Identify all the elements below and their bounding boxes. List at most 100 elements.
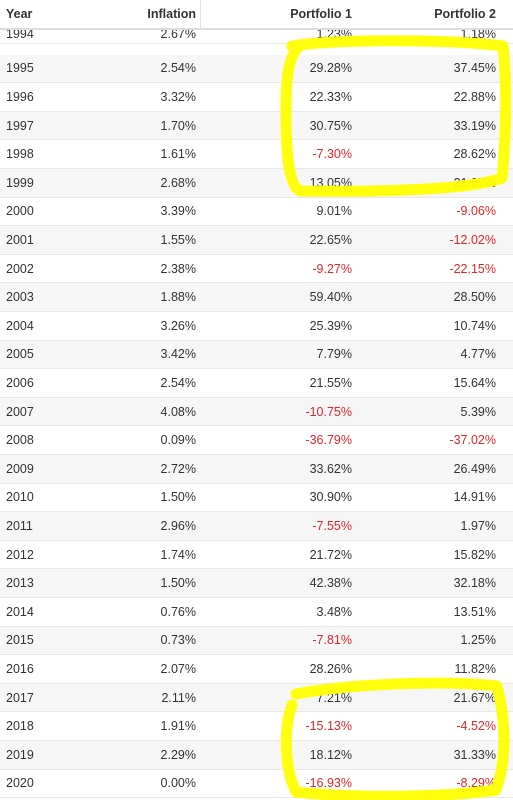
column-header-portfolio-2[interactable]: Portfolio 2 bbox=[434, 7, 496, 21]
inflation-cell: 1.74% bbox=[160, 547, 196, 562]
inflation-cell: 2.96% bbox=[160, 518, 196, 533]
inflation-cell: 2.67% bbox=[160, 26, 196, 41]
portfolio-1-cell: 33.62% bbox=[309, 461, 352, 476]
year-cell: 2016 bbox=[6, 661, 34, 676]
table-row: 1996 3.32% 22.33% 22.88% bbox=[0, 83, 513, 112]
portfolio-1-cell: 7.79% bbox=[316, 347, 352, 362]
year-cell: 2011 bbox=[6, 518, 33, 533]
table-row: 2012 1.74% 21.72% 15.82% bbox=[0, 541, 513, 570]
portfolio-1-cell: 28.26% bbox=[309, 661, 352, 676]
portfolio-2-cell: 26.49% bbox=[453, 461, 496, 476]
inflation-cell: 0.76% bbox=[160, 604, 196, 619]
year-cell: 2010 bbox=[6, 490, 34, 505]
inflation-cell: 1.50% bbox=[160, 576, 196, 591]
portfolio-2-cell: -4.52% bbox=[456, 719, 496, 734]
inflation-cell: 2.29% bbox=[160, 747, 196, 762]
year-cell: 2000 bbox=[6, 204, 34, 219]
portfolio-1-cell: -10.75% bbox=[305, 404, 352, 419]
portfolio-1-cell: 18.12% bbox=[309, 747, 352, 762]
portfolio-2-cell: 22.88% bbox=[453, 89, 496, 104]
portfolio-2-cell: 4.77% bbox=[460, 347, 496, 362]
table-row: 2010 1.50% 30.90% 14.91% bbox=[0, 484, 513, 513]
year-cell: 2013 bbox=[6, 576, 34, 591]
portfolio-1-cell: 30.75% bbox=[309, 118, 352, 133]
portfolio-2-cell: -22.15% bbox=[449, 261, 496, 276]
table-row: 2019 2.29% 18.12% 31.33% bbox=[0, 741, 513, 770]
inflation-cell: 3.39% bbox=[160, 204, 196, 219]
portfolio-2-cell: 32.18% bbox=[453, 576, 496, 591]
year-cell: 1994 bbox=[6, 26, 34, 41]
inflation-cell: 2.54% bbox=[160, 375, 196, 390]
inflation-cell: 1.91% bbox=[160, 719, 196, 734]
inflation-cell: 0.09% bbox=[160, 433, 196, 448]
portfolio-1-cell: 9.01% bbox=[316, 204, 352, 219]
table-row: 2015 0.73% -7.81% 1.25% bbox=[0, 626, 513, 656]
portfolio-1-cell: 22.33% bbox=[309, 89, 352, 104]
portfolio-1-cell: -16.93% bbox=[305, 776, 352, 791]
year-cell: 2001 bbox=[6, 232, 34, 247]
table-row: 2002 2.38% -9.27% -22.15% bbox=[0, 255, 513, 284]
inflation-cell: 0.00% bbox=[160, 776, 196, 791]
inflation-cell: 2.11% bbox=[161, 690, 196, 705]
portfolio-2-cell: -12.02% bbox=[449, 232, 496, 247]
table-row: 1995 2.54% 29.28% 37.45% bbox=[0, 54, 513, 84]
column-header-inflation[interactable]: Inflation bbox=[147, 7, 196, 21]
year-cell: 2003 bbox=[6, 290, 34, 305]
portfolio-1-cell: 7.21% bbox=[316, 690, 352, 705]
year-cell: 1995 bbox=[6, 61, 34, 76]
year-cell: 2004 bbox=[6, 318, 34, 333]
portfolio-2-cell: 10.74% bbox=[453, 318, 496, 333]
portfolio-1-cell: 13.05% bbox=[309, 175, 352, 190]
table-row: 2000 3.39% 9.01% -9.06% bbox=[0, 198, 513, 227]
portfolio-1-cell: 59.40% bbox=[309, 290, 352, 305]
portfolio-1-cell: 29.28% bbox=[309, 61, 352, 76]
inflation-cell: 2.38% bbox=[160, 261, 196, 276]
table-row: 2008 0.09% -36.79% -37.02% bbox=[0, 426, 513, 455]
portfolio-1-cell: -9.27% bbox=[312, 261, 352, 276]
inflation-cell: 1.70% bbox=[160, 118, 196, 133]
inflation-cell: 3.42% bbox=[160, 347, 196, 362]
portfolio-1-cell: 21.72% bbox=[309, 547, 352, 562]
portfolio-1-cell: -7.30% bbox=[312, 147, 352, 162]
year-cell: 2020 bbox=[6, 776, 34, 791]
year-cell: 2015 bbox=[6, 633, 34, 648]
inflation-cell: 1.61% bbox=[160, 147, 196, 162]
table-row: 2004 3.26% 25.39% 10.74% bbox=[0, 312, 513, 341]
inflation-cell: 3.26% bbox=[160, 318, 196, 333]
table-row: 1999 2.68% 13.05% 21.07% bbox=[0, 169, 513, 198]
portfolio-1-cell: 3.48% bbox=[316, 604, 352, 619]
column-header-portfolio-1[interactable]: Portfolio 1 bbox=[290, 7, 352, 21]
year-cell: 2019 bbox=[6, 747, 34, 762]
inflation-cell: 1.88% bbox=[160, 290, 196, 305]
portfolio-1-cell: 30.90% bbox=[309, 490, 352, 505]
table-row: 2016 2.07% 28.26% 11.82% bbox=[0, 655, 513, 684]
portfolio-1-cell: -7.55% bbox=[312, 518, 352, 533]
inflation-cell: 2.68% bbox=[160, 175, 196, 190]
table-row: 2001 1.55% 22.65% -12.02% bbox=[0, 226, 513, 255]
portfolio-1-cell: 42.38% bbox=[309, 576, 352, 591]
inflation-cell: 1.50% bbox=[160, 490, 196, 505]
portfolio-2-cell: 33.19% bbox=[453, 118, 496, 133]
table-row: 2003 1.88% 59.40% 28.50% bbox=[0, 283, 513, 312]
year-cell: 2007 bbox=[6, 404, 34, 419]
portfolio-2-cell: -37.02% bbox=[449, 433, 496, 448]
year-cell: 2014 bbox=[6, 604, 34, 619]
inflation-cell: 0.73% bbox=[160, 633, 196, 648]
table-row: 2009 2.72% 33.62% 26.49% bbox=[0, 455, 513, 484]
year-cell: 2005 bbox=[6, 347, 34, 362]
table-row: 1998 1.61% -7.30% 28.62% bbox=[0, 140, 513, 169]
column-header-year[interactable]: Year bbox=[6, 7, 33, 21]
portfolio-2-cell: 21.67% bbox=[453, 690, 496, 705]
inflation-cell: 4.08% bbox=[160, 404, 196, 419]
portfolio-2-cell: 37.45% bbox=[453, 61, 496, 76]
portfolio-1-cell: -36.79% bbox=[305, 433, 352, 448]
table-row: 2011 2.96% -7.55% 1.97% bbox=[0, 512, 513, 541]
portfolio-1-cell: -7.81% bbox=[312, 633, 352, 648]
portfolio-2-cell: 1.97% bbox=[460, 518, 496, 533]
inflation-cell: 2.07% bbox=[160, 661, 196, 676]
portfolio-1-cell: 21.55% bbox=[309, 375, 352, 390]
table-row: 2006 2.54% 21.55% 15.64% bbox=[0, 369, 513, 398]
table-row: 2005 3.42% 7.79% 4.77% bbox=[0, 340, 513, 370]
year-cell: 2008 bbox=[6, 433, 34, 448]
